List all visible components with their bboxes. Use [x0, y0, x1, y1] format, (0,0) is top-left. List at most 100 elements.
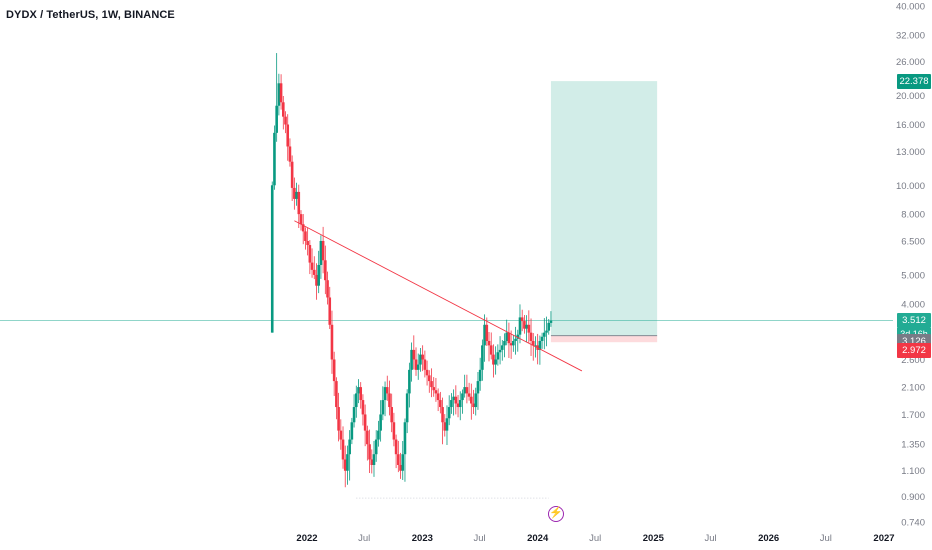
- candle-body: [299, 214, 303, 225]
- price-axis-label: 2.600: [901, 355, 925, 366]
- price-axis-label: 32.000: [896, 30, 925, 41]
- candle-body: [346, 454, 349, 471]
- candle-body: [405, 393, 409, 423]
- candle-body: [492, 354, 495, 365]
- candle-body: [527, 324, 531, 333]
- candle-body: [319, 240, 323, 265]
- lightning-bolt-icon[interactable]: ⚡: [548, 506, 564, 522]
- candle-body: [399, 464, 402, 471]
- candle-body: [423, 359, 427, 370]
- candle-body: [516, 334, 520, 339]
- candle-body: [377, 430, 380, 440]
- candle-body: [339, 430, 343, 440]
- candle-body: [372, 454, 376, 465]
- price-axis-label: 26.000: [896, 57, 925, 68]
- candle-body: [317, 264, 320, 286]
- candle-body: [529, 332, 533, 341]
- candle-body: [452, 396, 455, 401]
- price-axis-label: 8.000: [901, 210, 925, 221]
- candle-body: [361, 400, 365, 415]
- candle-body: [348, 439, 351, 455]
- candle-body: [297, 191, 301, 215]
- time-axis-label: 2024: [527, 533, 549, 544]
- candle-body: [403, 422, 407, 455]
- stop-zone: [550, 335, 658, 343]
- time-axis-label: Jul: [589, 533, 601, 544]
- candle-body: [487, 340, 491, 346]
- trendline: [294, 220, 583, 372]
- symbol-title[interactable]: DYDX / TetherUS, 1W, BINANCE: [6, 9, 175, 21]
- candle-body: [543, 332, 546, 337]
- time-axis-label: Jul: [358, 533, 370, 544]
- candle-body: [337, 407, 340, 431]
- candle-body: [270, 185, 274, 333]
- candle-body: [335, 381, 338, 408]
- candle-body: [370, 459, 374, 465]
- candle-body: [421, 354, 424, 360]
- price-axis-label: 40.000: [896, 2, 925, 13]
- candle-body: [425, 369, 429, 376]
- candle-body: [419, 354, 422, 365]
- candle-body: [430, 381, 433, 388]
- candle-body: [467, 393, 471, 397]
- candle-body: [295, 191, 298, 199]
- candle-body: [439, 400, 442, 408]
- candle-body: [279, 83, 283, 103]
- candle-body: [549, 320, 553, 323]
- price-axis-label: 4.000: [901, 299, 925, 310]
- candle-body: [434, 390, 438, 394]
- price-axis-label: 20.000: [896, 91, 925, 102]
- candle-body: [310, 262, 314, 270]
- candle-body: [520, 317, 524, 322]
- price-axis-label: 6.500: [901, 236, 925, 247]
- candle-body: [397, 454, 400, 465]
- candle-body: [540, 336, 544, 341]
- candle-body: [315, 274, 318, 286]
- candle-body: [518, 317, 522, 335]
- candle-body: [514, 338, 517, 341]
- candle-body: [352, 407, 356, 423]
- price-axis-label: 10.000: [896, 181, 925, 192]
- candle-body: [505, 332, 509, 341]
- candle-body: [282, 102, 285, 117]
- candle-body: [432, 387, 436, 391]
- candle-body: [538, 340, 542, 350]
- candle-body: [483, 324, 486, 346]
- candle-body: [288, 146, 292, 162]
- candle-body: [383, 387, 387, 401]
- candle-body: [500, 345, 504, 350]
- candle-body: [478, 369, 482, 382]
- candle-body: [354, 393, 358, 408]
- candle-body: [412, 349, 416, 360]
- time-axis-label: Jul: [704, 533, 716, 544]
- candle-body: [509, 343, 513, 346]
- candle-body: [525, 324, 528, 329]
- candle-body: [324, 260, 327, 281]
- candle-body: [531, 340, 535, 346]
- candle-body: [328, 297, 332, 325]
- candle-body: [481, 345, 484, 370]
- candle-body: [290, 161, 294, 188]
- candle-body: [366, 430, 369, 445]
- time-axis-label: 2026: [758, 533, 779, 544]
- candle-body: [326, 280, 329, 298]
- price-axis-label: 5.000: [901, 270, 925, 281]
- candle-body: [512, 340, 515, 346]
- time-axis-label: 2027: [873, 533, 894, 544]
- candle-body: [368, 444, 371, 460]
- candle-body: [306, 240, 309, 246]
- current-price-badge: 3.512: [897, 313, 931, 329]
- candle-body: [343, 459, 347, 471]
- candle-body: [498, 349, 502, 353]
- candle-body: [394, 439, 398, 455]
- candle-body: [350, 422, 354, 440]
- candle-body: [401, 454, 405, 471]
- candle-body: [427, 375, 431, 382]
- candle-body: [312, 269, 316, 275]
- candle-body: [341, 439, 345, 460]
- candle-body: [392, 422, 396, 440]
- candle-body: [470, 396, 473, 404]
- candle-body: [456, 403, 460, 408]
